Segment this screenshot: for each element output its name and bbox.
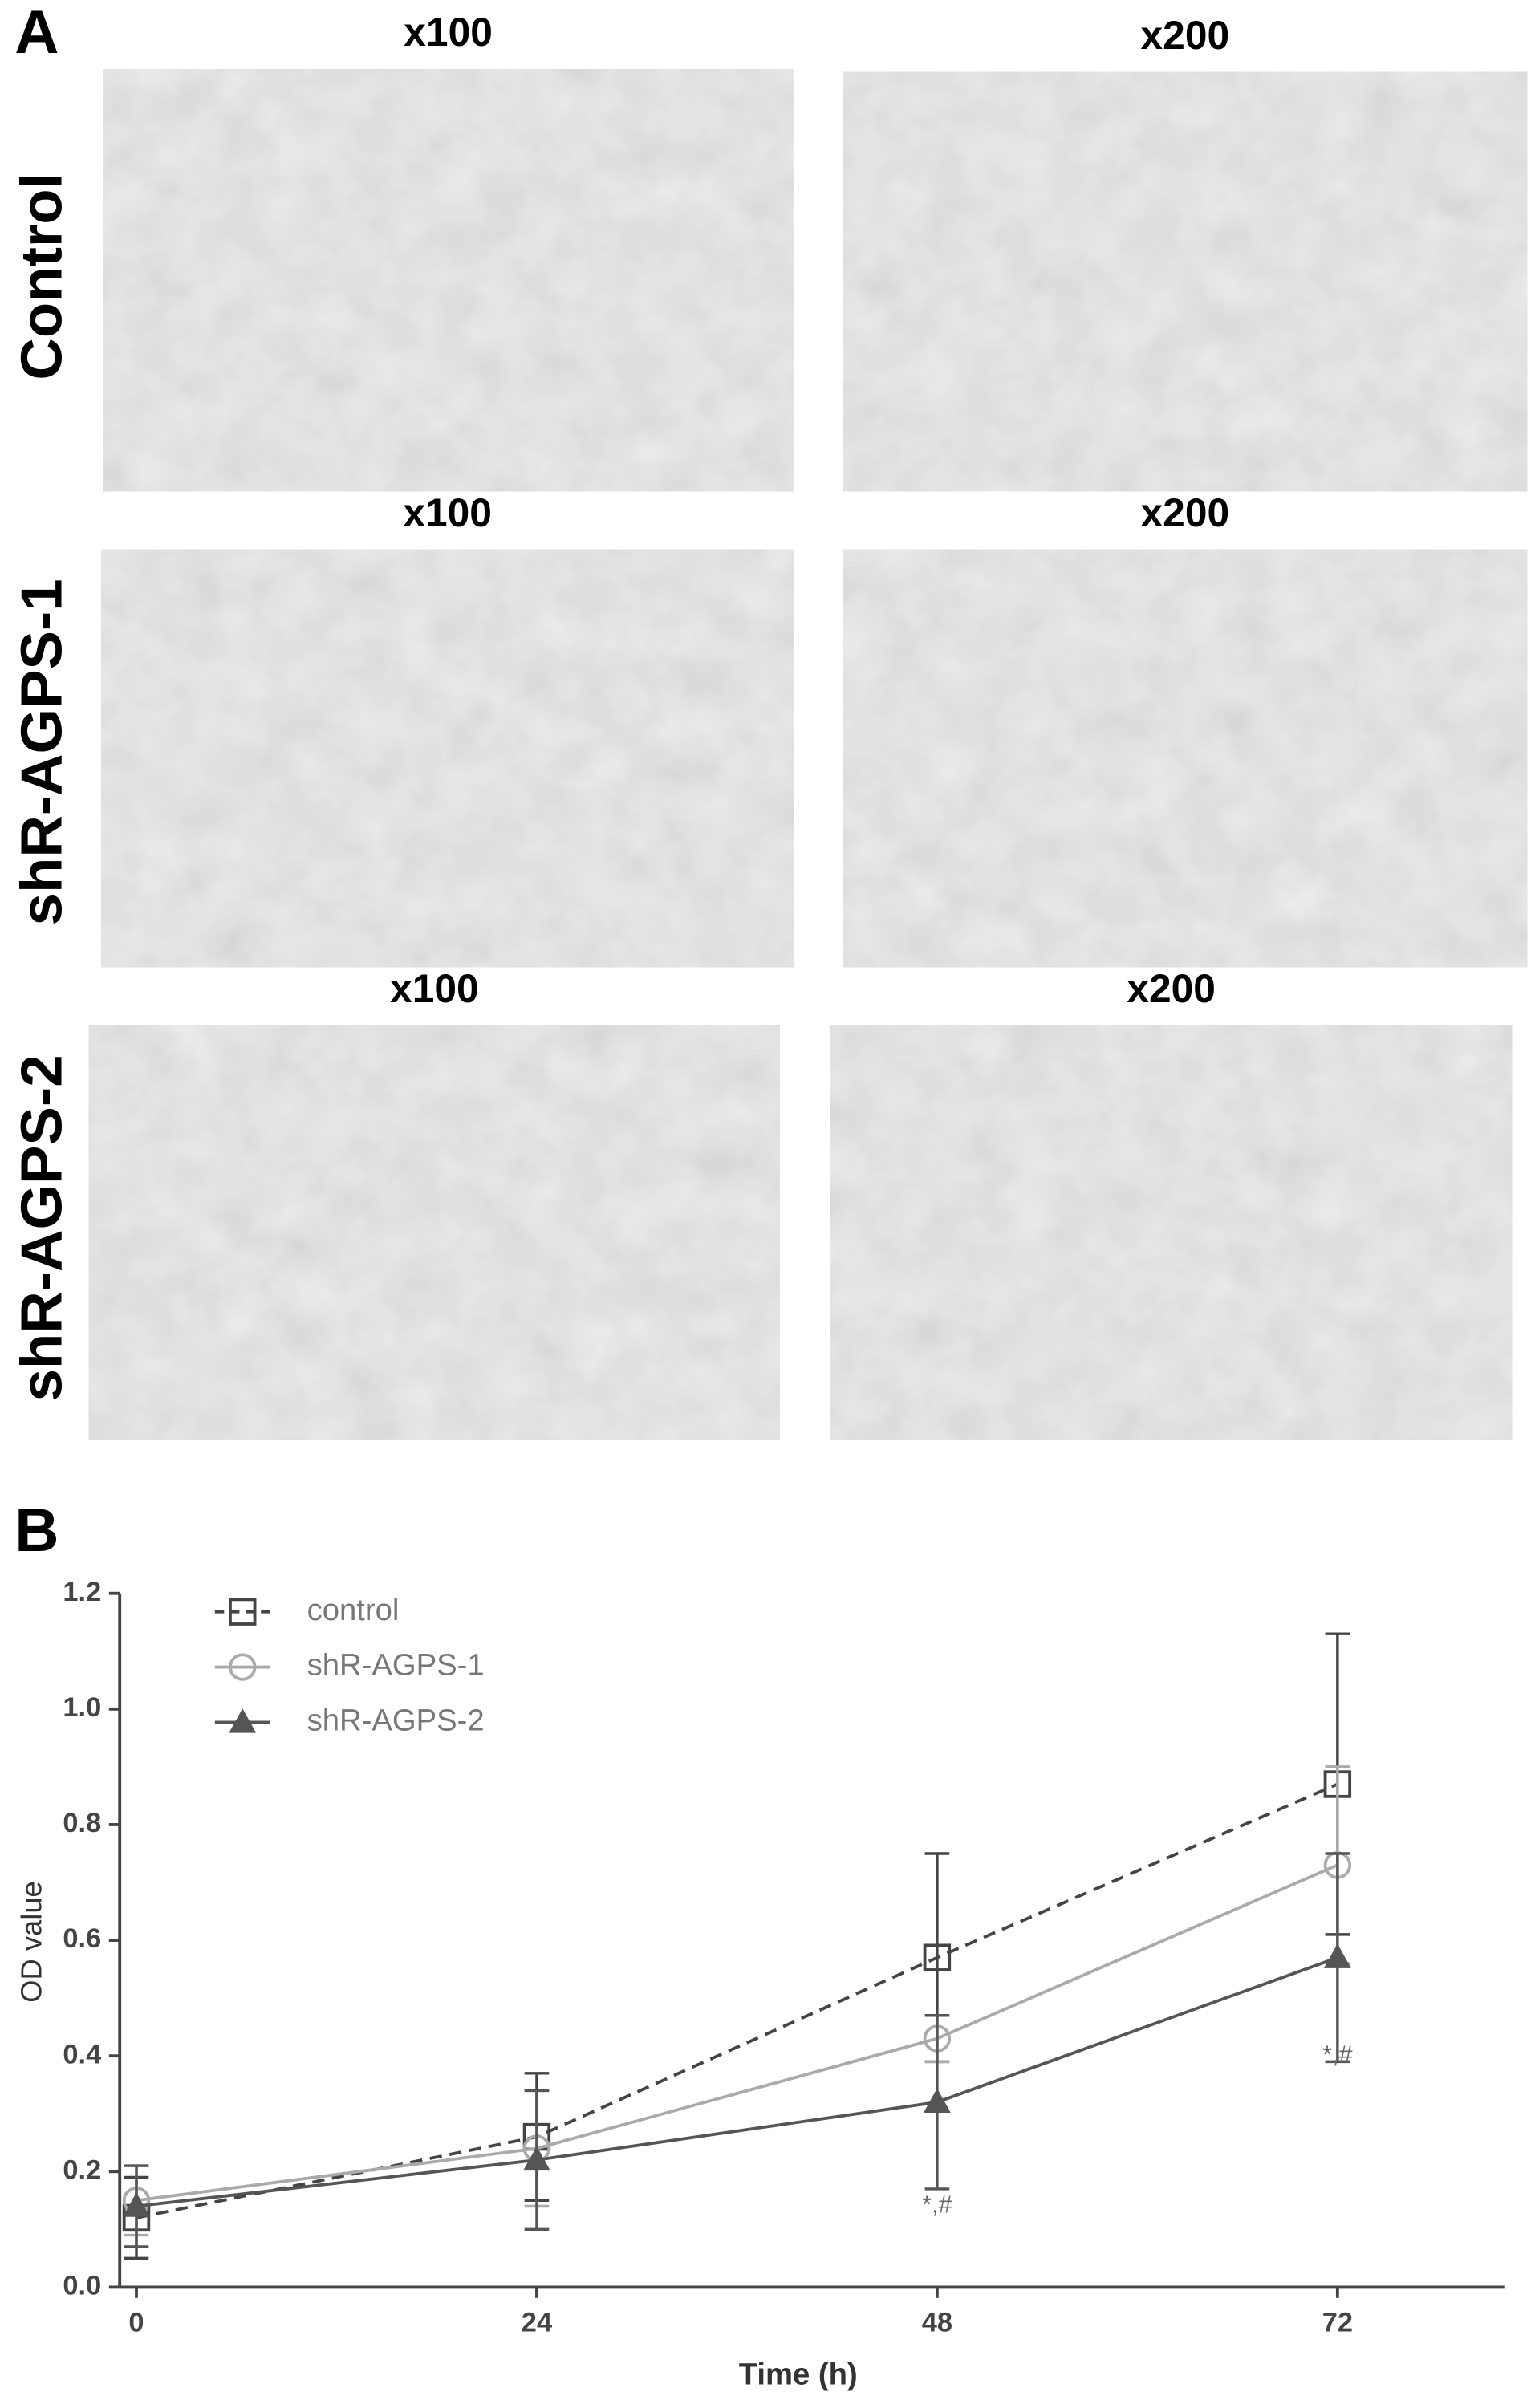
legend-label: shR-AGPS-2 — [307, 1703, 485, 1738]
magnification-label: x200 — [1127, 966, 1216, 1011]
legend-label: control — [307, 1593, 400, 1627]
annotation: *,# — [1322, 2041, 1352, 2068]
x-axis-label: Time (h) — [739, 2357, 858, 2391]
micrograph — [101, 549, 794, 968]
series-line — [136, 1955, 1338, 2208]
legend-marker — [229, 1653, 257, 1681]
magnification-label: x100 — [403, 490, 492, 535]
y-axis-label: OD value — [15, 1881, 48, 2002]
row-label: Control — [10, 173, 75, 380]
annotation: *,# — [922, 2191, 952, 2219]
series-line — [136, 1863, 1338, 2203]
series-line — [136, 1782, 1338, 2219]
legend-label: shR-AGPS-1 — [307, 1648, 485, 1683]
data-point — [1323, 1943, 1351, 1968]
y-tick-label: 0.6 — [63, 1923, 101, 1954]
micrograph — [88, 1025, 780, 1440]
row-label: shR-AGPS-2 — [10, 1054, 75, 1401]
x-tick-label: 0 — [128, 2307, 144, 2337]
legend-marker — [229, 1708, 257, 1733]
data-point — [923, 1943, 952, 1971]
legend-marker — [229, 1598, 257, 1626]
micrograph — [103, 69, 794, 492]
y-tick-label: 1.0 — [63, 1692, 101, 1723]
x-tick-label: 48 — [922, 2307, 952, 2337]
panel-label: B — [14, 1496, 59, 1565]
x-tick-label: 72 — [1322, 2307, 1353, 2337]
panel-label: A — [14, 0, 59, 67]
magnification-label: x100 — [404, 10, 493, 55]
y-tick-label: 1.2 — [63, 1577, 101, 1607]
data-point — [923, 2088, 951, 2114]
data-point — [123, 2192, 150, 2217]
y-tick-label: 0.8 — [63, 1808, 101, 1838]
row-label: shR-AGPS-1 — [10, 579, 75, 925]
magnification-label: x200 — [1141, 13, 1230, 58]
micrograph — [830, 1025, 1513, 1440]
y-tick-label: 0.4 — [63, 2039, 101, 2069]
x-tick-label: 24 — [522, 2307, 552, 2337]
micrograph — [843, 71, 1528, 492]
y-tick-label: 0.0 — [63, 2271, 101, 2301]
data-point — [523, 2146, 550, 2171]
magnification-label: x100 — [390, 966, 479, 1011]
micrograph — [843, 549, 1528, 968]
y-tick-label: 0.2 — [63, 2154, 101, 2185]
magnification-label: x200 — [1141, 490, 1230, 535]
